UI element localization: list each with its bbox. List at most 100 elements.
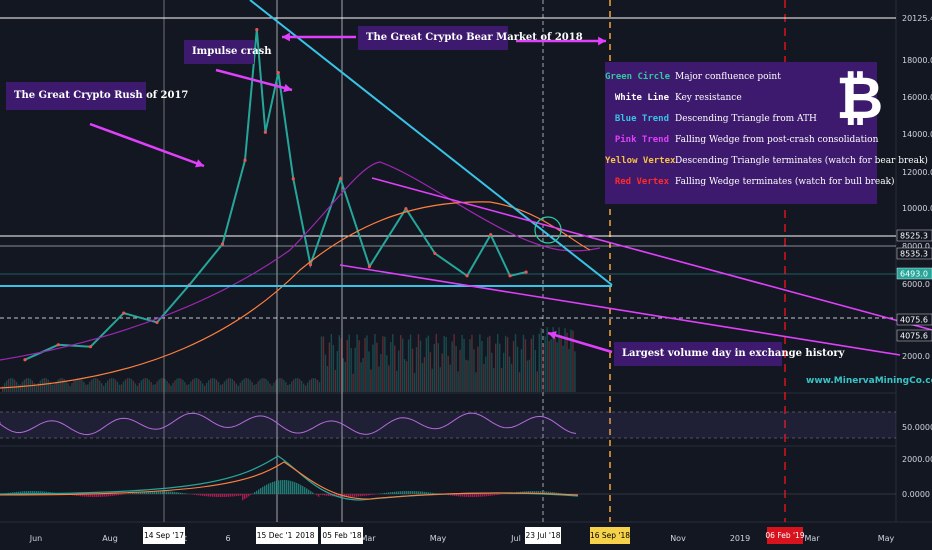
legend-key: Red Vertex <box>614 177 669 187</box>
volume-bar <box>87 384 89 392</box>
macd-histogram-bar <box>540 491 542 494</box>
macd-histogram-bar <box>354 494 356 497</box>
volume-bar <box>554 337 556 392</box>
volume-bar <box>110 378 113 392</box>
volume-bar <box>287 384 289 392</box>
macd-histogram-bar <box>176 492 178 494</box>
volume-bar <box>401 338 404 392</box>
macd-histogram-bar <box>94 494 96 497</box>
volume-bar <box>394 345 396 392</box>
time-axis-tick: Mar <box>804 534 820 543</box>
macd-histogram-bar <box>96 494 98 497</box>
macd-histogram-bar <box>178 492 180 494</box>
macd-histogram-bar <box>450 494 452 496</box>
macd-histogram-bar <box>480 494 482 497</box>
legend-description: Descending Triangle terminates (watch fo… <box>675 156 928 166</box>
macd-histogram-bar <box>24 491 26 494</box>
date-tag-text: 23 Jul '18 <box>526 531 561 540</box>
macd-histogram-bar <box>400 491 402 494</box>
volume-bar <box>247 378 249 392</box>
macd-histogram-bar <box>366 494 368 496</box>
volume-bar <box>200 380 202 392</box>
price-point <box>308 263 313 267</box>
volume-bar <box>340 338 342 392</box>
macd-histogram-bar <box>448 494 450 496</box>
macd-histogram-bar <box>556 492 558 494</box>
macd-histogram-bar <box>82 494 84 497</box>
macd-histogram-bar <box>422 491 424 494</box>
volume-bar <box>433 344 436 392</box>
volume-bar <box>330 334 333 392</box>
volume-bar <box>95 378 97 392</box>
volume-bar <box>13 379 16 392</box>
volume-bar <box>439 367 441 392</box>
volume-bar <box>132 380 135 392</box>
volume-bar <box>506 337 509 392</box>
volume-bar <box>534 349 537 392</box>
macd-histogram-bar <box>478 494 480 497</box>
macd-histogram-bar <box>408 491 410 494</box>
volume-bar <box>516 346 519 392</box>
macd-histogram-bar <box>550 491 552 494</box>
price-point <box>88 345 93 349</box>
macd-histogram-bar <box>346 494 348 497</box>
crash-arrow-head <box>283 83 292 93</box>
volume-bar <box>360 362 362 392</box>
volume-bar <box>27 378 30 392</box>
macd-histogram-bar <box>242 494 244 501</box>
macd-histogram-bar <box>466 494 468 497</box>
time-axis-tick: 2019 <box>730 534 750 543</box>
volume-bar <box>168 383 170 392</box>
volume-bar <box>352 373 354 392</box>
price-point <box>367 264 372 269</box>
price-point <box>23 358 27 362</box>
volume-bar <box>93 378 95 392</box>
macd-histogram-bar <box>402 491 404 494</box>
macd-histogram-bar <box>200 494 202 496</box>
volume-bar <box>465 359 467 392</box>
volume-bar <box>366 335 368 392</box>
volume-bar <box>522 334 525 392</box>
macd-histogram-bar <box>250 494 252 495</box>
volume-bar <box>344 361 346 392</box>
macd-histogram-bar <box>526 491 528 494</box>
price-point <box>489 233 493 237</box>
macd-histogram-bar <box>302 486 304 494</box>
macd-histogram-bar <box>260 488 262 494</box>
macd-histogram-bar <box>146 491 148 494</box>
legend-description: Descending Triangle from ATH <box>675 114 817 124</box>
macd-histogram-bar <box>324 494 326 496</box>
volume-bar <box>302 383 305 392</box>
volume-bar <box>285 382 287 392</box>
macd-histogram-bar <box>210 494 212 497</box>
volume-bar <box>324 354 327 392</box>
bear-arrow-right-head <box>598 36 606 46</box>
volume-bar <box>451 341 453 392</box>
volume-bar <box>374 334 376 392</box>
volume-bar <box>493 367 495 392</box>
macd-histogram-bar <box>434 493 436 494</box>
volume-bar <box>487 337 489 392</box>
macd-histogram-bar <box>104 494 106 497</box>
macd-histogram-bar <box>394 491 396 494</box>
volume-bar <box>55 381 57 392</box>
volume-bar <box>69 385 71 392</box>
volume-bar <box>518 372 521 392</box>
macd-histogram-bar <box>432 492 434 494</box>
date-tag-text: 16 Sep '18 <box>590 531 630 540</box>
volume-bar <box>469 339 471 392</box>
macd-histogram-bar <box>322 494 324 496</box>
volume-bar <box>449 364 451 392</box>
volume-bar <box>41 378 43 392</box>
volume-bar <box>364 337 366 392</box>
price-point <box>276 70 280 75</box>
volume-bar <box>79 378 81 392</box>
macd-histogram-bar <box>294 482 296 494</box>
price-axis-tick: 18000.0 <box>902 56 932 65</box>
macd-histogram-bar <box>496 494 498 495</box>
legend-key: Pink Trend <box>614 135 669 145</box>
macd-histogram-bar <box>150 491 152 494</box>
date-tag <box>525 527 561 544</box>
price-point <box>338 177 343 181</box>
macd-histogram-bar <box>426 492 428 494</box>
